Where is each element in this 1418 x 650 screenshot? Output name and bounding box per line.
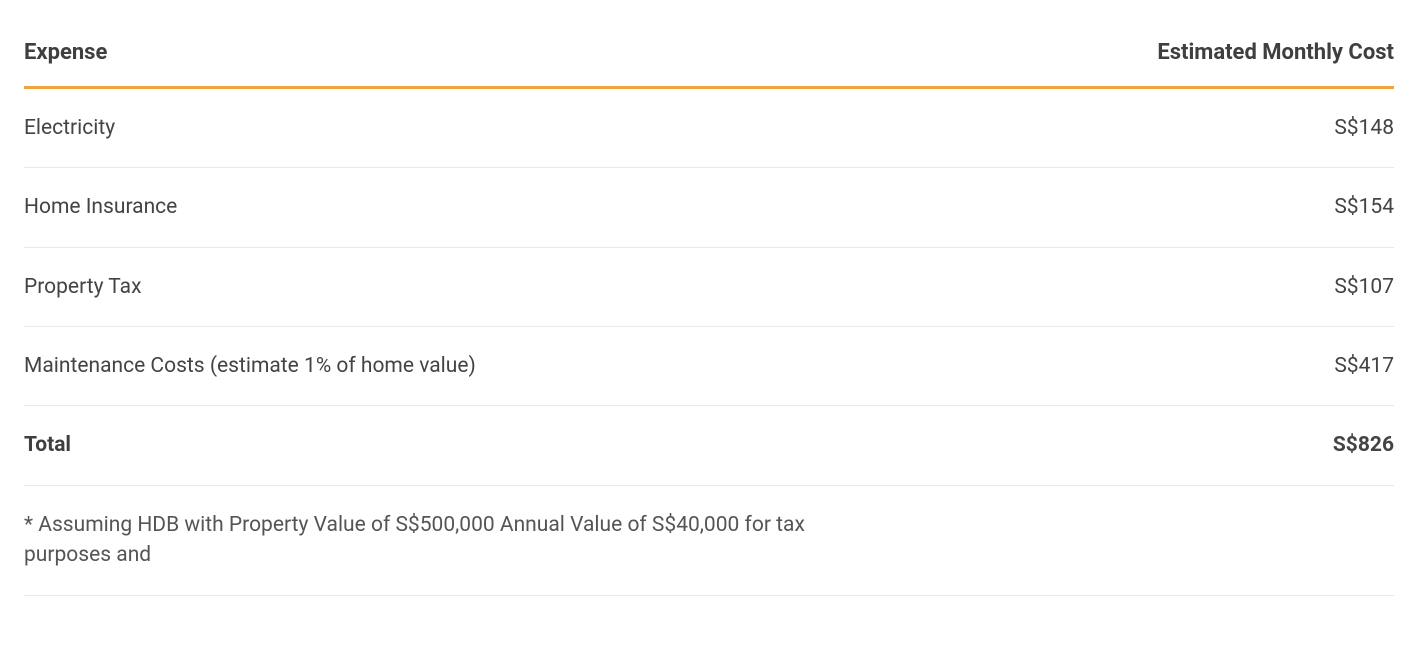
cost-cell: S$107 <box>1134 247 1394 326</box>
total-label: Total <box>24 406 1134 485</box>
col-header-expense: Expense <box>24 20 1134 86</box>
cost-cell: S$417 <box>1134 327 1394 406</box>
expense-cell: Home Insurance <box>24 168 1134 247</box>
expense-table: Expense Estimated Monthly Cost Electrici… <box>24 20 1394 596</box>
table-row: Home Insurance S$154 <box>24 168 1394 247</box>
table-footnote-row: * Assuming HDB with Property Value of S$… <box>24 485 1394 595</box>
table-total-row: Total S$826 <box>24 406 1394 485</box>
total-cost: S$826 <box>1134 406 1394 485</box>
table-row: Maintenance Costs (estimate 1% of home v… <box>24 327 1394 406</box>
cost-cell: S$154 <box>1134 168 1394 247</box>
table-row: Property Tax S$107 <box>24 247 1394 326</box>
table-header-row: Expense Estimated Monthly Cost <box>24 20 1394 86</box>
table-row: Electricity S$148 <box>24 87 1394 167</box>
expense-table-wrapper: Expense Estimated Monthly Cost Electrici… <box>0 0 1418 596</box>
footnote-text: * Assuming HDB with Property Value of S$… <box>24 510 844 571</box>
expense-cell: Electricity <box>24 87 1134 167</box>
cost-cell: S$148 <box>1134 87 1394 167</box>
col-header-cost: Estimated Monthly Cost <box>1134 20 1394 86</box>
expense-cell: Maintenance Costs (estimate 1% of home v… <box>24 327 1134 406</box>
footnote-cell: * Assuming HDB with Property Value of S$… <box>24 485 1394 595</box>
expense-cell: Property Tax <box>24 247 1134 326</box>
